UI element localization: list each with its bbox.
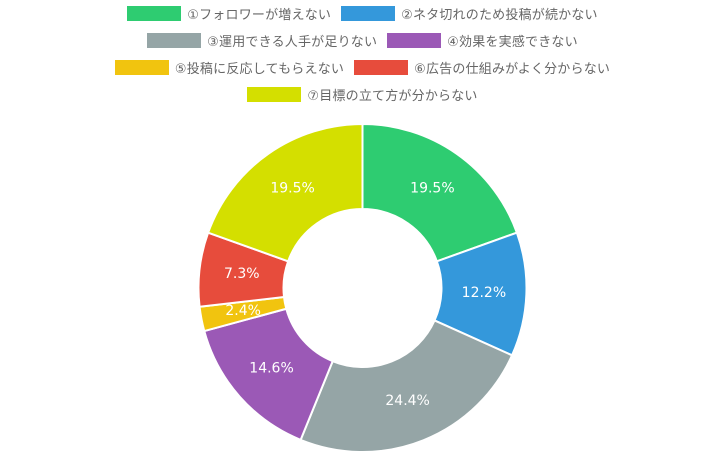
legend-swatch [387,33,442,48]
legend-row: ⑦目標の立て方が分からない [0,81,725,108]
legend-item-7[interactable]: ⑦目標の立て方が分からない [247,85,477,104]
legend-item-3[interactable]: ③運用できる人手が足りない [147,31,377,50]
legend: ①フォロワーが増えない ②ネタ切れのため投稿が続かない ③運用できる人手が足りな… [0,0,725,108]
legend-item-6[interactable]: ⑥広告の仕組みがよく分からない [354,58,610,77]
legend-label: ⑤投稿に反応してもらえない [174,62,345,77]
slice-label-7: 19.5% [270,181,314,197]
legend-label: ①フォロワーが増えない [187,8,332,23]
slice-label-2: 12.2% [462,285,506,301]
legend-swatch [247,87,302,102]
legend-item-2[interactable]: ②ネタ切れのため投稿が続かない [341,4,598,23]
legend-label: ②ネタ切れのため投稿が続かない [401,8,598,23]
slice-label-4: 14.6% [249,361,293,377]
donut-slice-3[interactable] [299,319,514,453]
legend-swatch [127,6,182,21]
legend-row: ③運用できる人手が足りない ④効果を実感できない [0,27,725,54]
legend-swatch [114,60,169,75]
slice-label-1: 19.5% [410,181,454,197]
legend-row: ①フォロワーが増えない ②ネタ切れのため投稿が続かない [0,0,725,27]
legend-label: ③運用できる人手が足りない [207,35,378,50]
slice-label-6: 7.3% [224,266,260,282]
donut-slice-7[interactable] [206,122,364,263]
legend-label: ④効果を実感できない [447,35,578,50]
legend-item-5[interactable]: ⑤投稿に反応してもらえない [114,58,345,77]
legend-swatch [147,33,202,48]
legend-item-1[interactable]: ①フォロワーが増えない [127,4,331,23]
legend-item-4[interactable]: ④効果を実感できない [387,31,578,50]
slice-label-5: 2.4% [225,303,261,319]
donut-slice-1[interactable] [361,122,519,263]
legend-label: ⑥広告の仕組みがよく分からない [414,62,611,77]
slice-label-3: 24.4% [385,393,429,409]
legend-swatch [354,60,409,75]
legend-swatch [341,6,396,21]
legend-label: ⑦目標の立て方が分からない [307,89,478,104]
donut-slice-4[interactable] [203,307,335,442]
legend-row: ⑤投稿に反応してもらえない ⑥広告の仕組みがよく分からない [0,54,725,81]
